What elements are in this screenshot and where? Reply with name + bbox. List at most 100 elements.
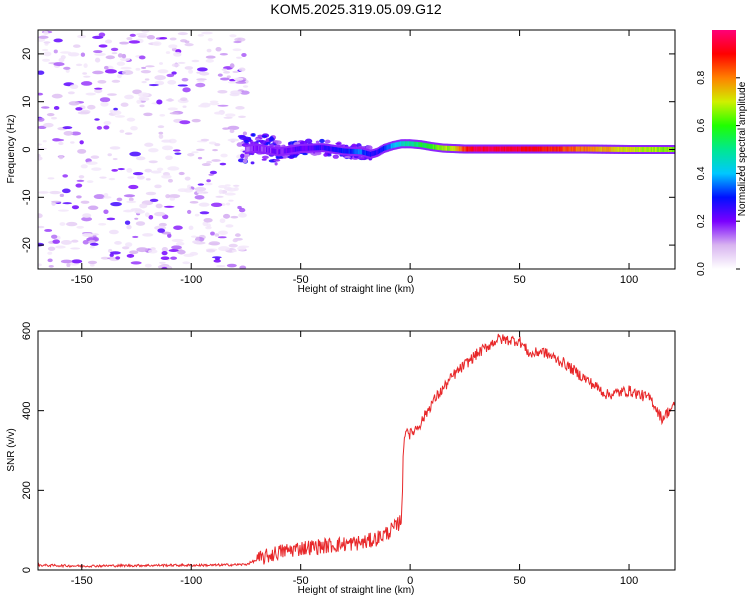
- spectrogram-noise-cell: [75, 63, 83, 67]
- spectrogram-noise-cell: [146, 35, 156, 40]
- colorbar-tick-label: 0.2: [696, 214, 707, 228]
- spectrogram-noise-cell: [115, 256, 121, 260]
- spectrogram-noise-cell: [140, 69, 152, 74]
- spectrogram-noise-cell: [77, 148, 87, 154]
- spectrogram-noise-cell: [157, 125, 165, 129]
- spectrogram-ridge-core: [598, 146, 601, 152]
- spectrogram-noise-cell: [119, 57, 131, 62]
- spectrogram-ridge-core: [472, 146, 475, 152]
- spectrogram-ridge-core: [512, 146, 516, 152]
- spectrogram-noise-cell: [55, 245, 66, 249]
- spectrogram-noise-cell: [80, 81, 93, 86]
- spectrogram-noise-cell: [191, 118, 201, 123]
- spectrogram-noise-cell: [73, 44, 81, 48]
- spectrogram-noise-cell: [148, 214, 154, 220]
- spectrogram-noise-cell: [177, 61, 186, 64]
- spectrogram-ridge-core: [552, 146, 555, 152]
- spectrogram-ridge-core: [443, 145, 446, 151]
- spectrogram-ridge-core: [577, 146, 580, 152]
- spectrogram-noise-cell: [77, 111, 90, 115]
- spectrogram-noise-cell: [89, 242, 99, 246]
- spectrogram-noise-cell: [135, 156, 146, 161]
- spectrogram-ridge-core: [623, 146, 626, 152]
- spectrogram-ridge-core: [491, 146, 495, 152]
- spectrogram-noise-cell: [60, 259, 73, 264]
- spectrogram-ridge-core: [363, 149, 366, 155]
- spectrogram-noise-cell: [117, 74, 122, 79]
- spectrogram-ridge-core: [263, 146, 266, 152]
- spectrogram-ridge-cell: [314, 151, 322, 156]
- spectrogram-ridge-core: [522, 146, 525, 152]
- spectrogram-noise-cell: [171, 238, 184, 243]
- spectrogram-ridge-core: [385, 145, 388, 151]
- spectrogram-noise-cell: [211, 256, 222, 259]
- spectrogram-noise-cell: [124, 209, 132, 213]
- spectrogram-noise-cell: [78, 175, 85, 179]
- spectrogram-noise-cell: [86, 161, 98, 165]
- spectrogram-noise-cell: [60, 240, 72, 245]
- spectrogram-ridge-core: [614, 146, 617, 152]
- spectrogram-noise-cell: [157, 69, 169, 74]
- spectrogram-noise-cell: [227, 81, 238, 84]
- spectrogram-ridge-core: [556, 146, 559, 152]
- spectrogram-noise-cell: [103, 125, 110, 130]
- spectrogram-noise-cell: [38, 125, 47, 130]
- spectrogram-ridge-core: [318, 145, 321, 151]
- spectrogram-noise-cell: [111, 169, 119, 172]
- spectrogram-noise-cell: [82, 239, 89, 245]
- spectrogram-noise-cell: [224, 192, 236, 196]
- spectrogram-ridge-core: [545, 146, 548, 152]
- spectrogram-noise-cell: [112, 110, 122, 115]
- spectrogram-noise-cell: [210, 231, 215, 236]
- x-tick-label: 0: [407, 575, 413, 587]
- spectrogram-ridge-cell: [236, 142, 243, 147]
- spectrogram-ridge-cell: [358, 157, 365, 160]
- spectrogram-noise-cell: [158, 62, 164, 65]
- spectrogram-noise-cell: [148, 83, 159, 87]
- spectrogram-noise-cell: [70, 141, 75, 144]
- spectrogram-noise-cell: [189, 251, 199, 256]
- spectrogram-noise-cell: [188, 225, 194, 231]
- spectrogram-noise-cell: [225, 113, 236, 117]
- spectrogram-noise-cell: [209, 100, 219, 103]
- spectrogram-noise-cell: [173, 225, 183, 230]
- spectrogram-ridge-core: [258, 145, 261, 151]
- spectrogram-noise-cell: [161, 174, 172, 179]
- spectrogram-ridge-core: [648, 147, 651, 152]
- spectrogram-ridge-core: [611, 146, 614, 152]
- spectrogram-noise-cell: [177, 249, 186, 255]
- spectrogram-noise-cell: [130, 125, 138, 131]
- spectrogram-ridge-core: [449, 145, 453, 151]
- spectrogram-noise-cell: [213, 111, 224, 115]
- spectrogram-ridge-core: [464, 146, 467, 152]
- spectrogram-noise-cell: [42, 48, 49, 52]
- spectrogram-noise-cell: [75, 183, 83, 188]
- spectrogram-noise-cell: [227, 125, 240, 130]
- spectrogram-ridge-core: [652, 147, 655, 152]
- spectrogram-noise-cell: [87, 205, 99, 210]
- spectrogram-noise-cell: [238, 207, 246, 213]
- spectrogram-noise-cell: [112, 157, 118, 161]
- spectrogram-ridge-core: [628, 147, 631, 152]
- spectrogram-noise-cell: [173, 51, 182, 57]
- spectrogram-ridge-core: [596, 146, 600, 152]
- spectrogram-noise-cell: [41, 106, 50, 109]
- spectrogram-noise-cell: [121, 246, 130, 250]
- spectrogram-noise-cell: [43, 51, 52, 57]
- spectrogram-noise-cell: [58, 141, 64, 146]
- spectrogram-noise-cell: [161, 251, 168, 256]
- spectrogram-ridge-core: [244, 147, 248, 152]
- spectrogram-ridge-core: [566, 146, 569, 152]
- x-tick-label: -100: [180, 575, 202, 587]
- spectrogram-ridge-core: [259, 146, 262, 152]
- spectrogram-noise-cell: [124, 94, 134, 100]
- spectrogram-noise-cell: [169, 37, 177, 41]
- spectrogram-ridge-core: [438, 145, 441, 151]
- spectrogram-ridge-core: [395, 142, 399, 148]
- spectrogram-noise-cell: [129, 33, 136, 37]
- spectrogram-noise-cell: [206, 223, 211, 228]
- spectrogram-ridge-core: [357, 149, 361, 155]
- spectrogram-ridge-cell: [242, 158, 248, 164]
- spectrogram-noise-cell: [167, 107, 178, 111]
- spectrogram-noise-cell: [82, 72, 88, 75]
